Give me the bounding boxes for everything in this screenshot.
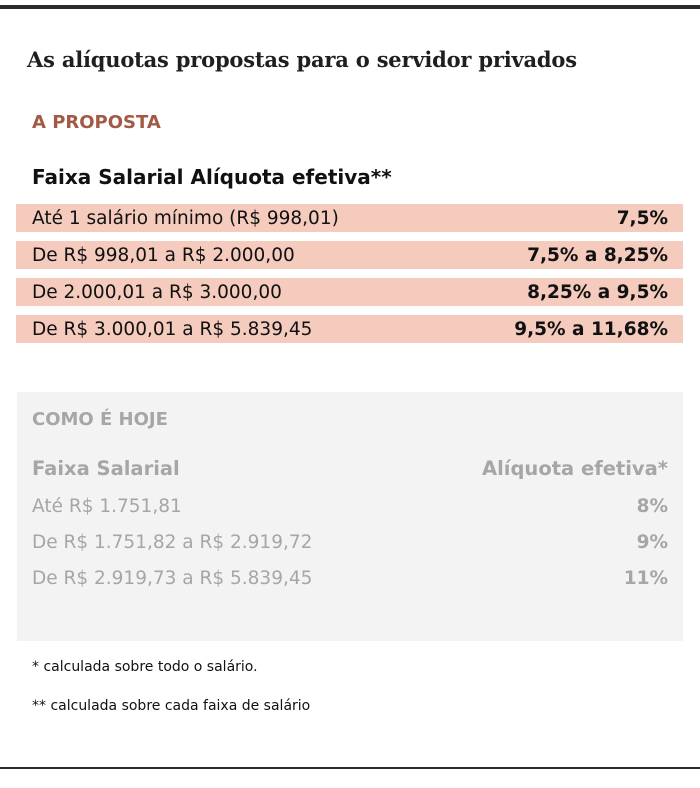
proposal-row-rate: 8,25% a 9,5%	[527, 281, 668, 303]
proposal-row-range: De R$ 998,01 a R$ 2.000,00	[32, 244, 295, 266]
proposal-row: Até 1 salário mínimo (R$ 998,01) 7,5%	[16, 204, 683, 232]
current-row-range: De R$ 1.751,82 a R$ 2.919,72	[32, 532, 313, 553]
footnote-single-asterisk: * calculada sobre todo o salário.	[32, 659, 258, 675]
current-row-range: Até R$ 1.751,81	[32, 496, 182, 517]
current-row: Até R$ 1.751,81 8%	[32, 496, 668, 532]
proposal-row: De R$ 998,01 a R$ 2.000,00 7,5% a 8,25%	[16, 241, 683, 269]
proposal-row: De 2.000,01 a R$ 3.000,00 8,25% a 9,5%	[16, 278, 683, 306]
proposal-row-range: De 2.000,01 a R$ 3.000,00	[32, 281, 282, 303]
current-rates-box: COMO É HOJE Faixa Salarial Alíquota efet…	[17, 392, 683, 641]
current-table: Até R$ 1.751,81 8% De R$ 1.751,82 a R$ 2…	[32, 496, 668, 604]
proposal-table: Até 1 salário mínimo (R$ 998,01) 7,5% De…	[16, 204, 683, 352]
current-header-rate: Alíquota efetiva*	[482, 457, 668, 480]
proposal-table-header: Faixa Salarial Alíquota efetiva**	[32, 165, 392, 189]
current-row: De R$ 1.751,82 a R$ 2.919,72 9%	[32, 532, 668, 568]
proposal-row-rate: 7,5%	[616, 207, 668, 229]
footnote-double-asterisk: ** calculada sobre cada faixa de salário	[32, 698, 311, 714]
proposal-row-rate: 7,5% a 8,25%	[527, 244, 668, 266]
current-row-rate: 11%	[623, 568, 668, 589]
current-section-label: COMO É HOJE	[32, 409, 168, 430]
proposal-section-label: A PROPOSTA	[32, 112, 161, 133]
page-title: As alíquotas propostas para o servidor p…	[27, 47, 577, 72]
bottom-rule	[0, 767, 700, 769]
current-table-header: Faixa Salarial Alíquota efetiva*	[32, 457, 668, 480]
current-row: De R$ 2.919,73 a R$ 5.839,45 11%	[32, 568, 668, 604]
proposal-row-range: De R$ 3.000,01 a R$ 5.839,45	[32, 318, 313, 340]
current-row-range: De R$ 2.919,73 a R$ 5.839,45	[32, 568, 313, 589]
top-rule	[0, 5, 700, 9]
current-row-rate: 8%	[636, 496, 668, 517]
current-row-rate: 9%	[636, 532, 668, 553]
proposal-row-rate: 9,5% a 11,68%	[514, 318, 668, 340]
proposal-row-range: Até 1 salário mínimo (R$ 998,01)	[32, 207, 339, 229]
proposal-row: De R$ 3.000,01 a R$ 5.839,45 9,5% a 11,6…	[16, 315, 683, 343]
current-header-range: Faixa Salarial	[32, 457, 180, 480]
